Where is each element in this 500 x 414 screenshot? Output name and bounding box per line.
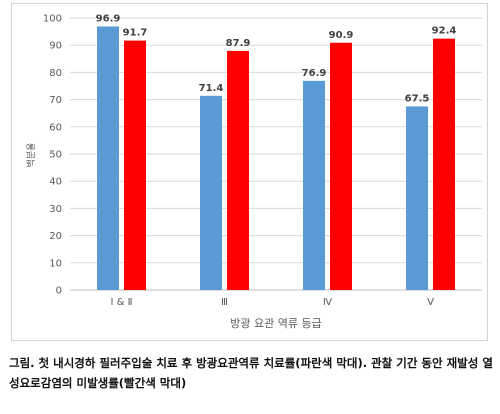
data-label: 90.9	[329, 30, 354, 41]
y-tick-label: 0	[56, 286, 62, 297]
y-axis-title: 백분율	[26, 143, 37, 168]
bar-red	[227, 50, 249, 290]
figure-caption: 그림. 첫 내시경하 필러주입술 치료 후 방광요관역류 치료률(파란색 막대)…	[9, 356, 493, 390]
bar-blue	[97, 26, 119, 290]
y-tick-label: 80	[49, 68, 62, 79]
bar-blue	[303, 80, 325, 290]
data-label: 96.9	[96, 13, 121, 24]
y-tick-label: 90	[49, 41, 62, 52]
data-label: 87.9	[226, 38, 251, 49]
data-label: 76.9	[302, 68, 327, 79]
bar-red	[330, 42, 352, 290]
x-tick-label: Ⅴ	[427, 297, 434, 308]
bar-blue	[406, 106, 428, 291]
y-tick-label: 100	[43, 14, 62, 25]
data-label: 91.7	[123, 28, 148, 39]
y-tick-label: 70	[49, 95, 62, 106]
bar-red	[433, 38, 455, 291]
x-tick-label: Ⅳ	[323, 297, 333, 308]
y-tick-label: 60	[49, 122, 62, 133]
y-tick-label: 50	[49, 150, 62, 161]
x-tick-label: Ⅲ	[221, 297, 228, 308]
y-tick-label: 20	[49, 231, 62, 242]
data-label: 92.4	[432, 26, 457, 37]
y-tick-label: 40	[49, 177, 62, 188]
x-tick-label: Ⅰ & Ⅱ	[110, 297, 132, 308]
data-label: 71.4	[199, 83, 224, 94]
data-label: 67.5	[405, 93, 430, 104]
y-tick-label: 30	[49, 204, 62, 215]
x-axis-title: 방광 요관 역류 등급	[230, 317, 321, 330]
bar-chart: 0 10 20 30 40 50 60 70 80 90 100 Ⅰ & Ⅱ 96.991.7 Ⅲ 71.4…	[26, 13, 482, 330]
bar-red	[124, 40, 146, 290]
bar-blue	[200, 95, 222, 291]
y-tick-label: 10	[49, 258, 62, 269]
